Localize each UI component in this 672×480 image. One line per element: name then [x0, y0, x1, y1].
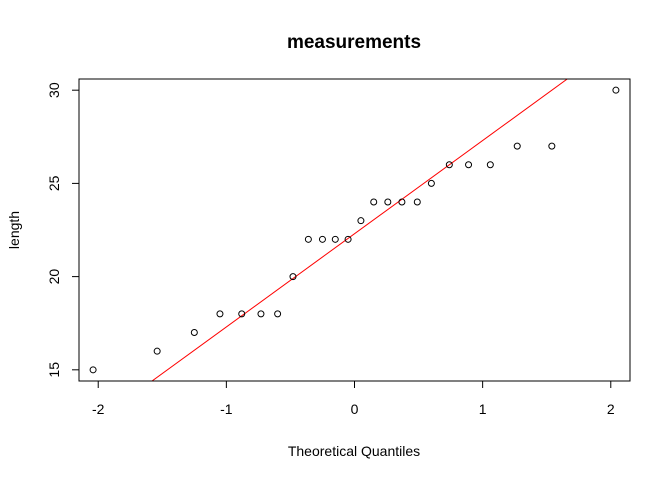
- data-point: [190, 329, 198, 337]
- y-tick-label: 25: [46, 175, 62, 191]
- x-tick-label: 2: [607, 401, 615, 417]
- y-tick-label: 30: [46, 82, 62, 98]
- data-point: [238, 310, 246, 318]
- plot-frame: [78, 78, 631, 382]
- data-point: [398, 198, 406, 206]
- data-point: [153, 347, 161, 355]
- x-tick-label: -2: [92, 401, 105, 417]
- y-tick-label: 15: [46, 362, 62, 378]
- reference-line-layer: [151, 79, 569, 381]
- y-axis-label: length: [6, 211, 22, 249]
- data-point: [331, 235, 339, 243]
- x-tick-label: 0: [351, 401, 359, 417]
- data-point: [89, 366, 97, 374]
- data-points: [89, 86, 620, 374]
- data-point: [612, 86, 620, 94]
- y-tick-label: 20: [46, 269, 62, 285]
- data-point: [216, 310, 224, 318]
- data-point: [548, 142, 556, 150]
- data-point: [465, 161, 473, 169]
- data-point: [289, 273, 297, 281]
- x-tick-label: -1: [220, 401, 233, 417]
- data-point: [384, 198, 392, 206]
- data-point: [513, 142, 521, 150]
- data-point: [274, 310, 282, 318]
- x-axis: -2 -1 0 1 2: [92, 380, 615, 417]
- y-axis: 15 20 25 30: [46, 82, 80, 378]
- data-point: [304, 235, 312, 243]
- data-point: [427, 179, 435, 187]
- reference-line: [151, 79, 569, 381]
- x-axis-label: Theoretical Quantiles: [288, 443, 420, 459]
- data-point: [445, 161, 453, 169]
- data-point: [344, 235, 352, 243]
- chart-title: measurements: [287, 32, 421, 53]
- data-point: [257, 310, 265, 318]
- x-tick-label: 1: [479, 401, 487, 417]
- data-point: [486, 161, 494, 169]
- data-point: [357, 217, 365, 225]
- data-point: [318, 235, 326, 243]
- data-point: [370, 198, 378, 206]
- data-point: [413, 198, 421, 206]
